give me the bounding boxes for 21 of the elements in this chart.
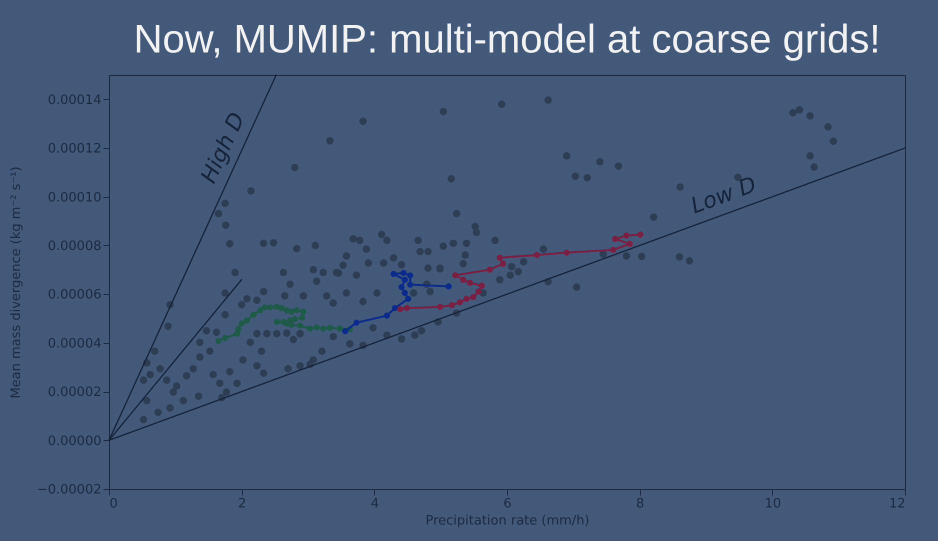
y-tick-label: 0.00004 (48, 336, 102, 352)
y-tick-label: 0.00006 (48, 288, 102, 303)
y-tick-label: 0.00000 (48, 434, 102, 449)
y-tick-label: 0.00012 (48, 142, 102, 157)
x-tick-label: 4 (370, 496, 379, 512)
y-tick-label: −0.00002 (36, 482, 102, 498)
y-tick-label: 0.00014 (48, 92, 102, 108)
chart-title: Now, MUMIP: multi-model at coarse grids! (134, 17, 880, 62)
x-tick-label: 10 (764, 496, 782, 512)
y-tick-label: 0.00010 (48, 190, 102, 206)
x-tick-label: 12 (888, 496, 906, 512)
y-tick-label: 0.00008 (48, 238, 102, 254)
text: High D (196, 109, 250, 188)
x-tick-label: 2 (238, 496, 246, 512)
x-axis-title: Precipitation rate (mm/h) (425, 514, 590, 528)
text: Low D (688, 172, 760, 220)
y-axis-title: Mean mass divergence (kg m⁻² s⁻¹) (8, 166, 24, 399)
y-tick-label: 0.00002 (48, 385, 102, 400)
x-tick-label: 8 (636, 496, 644, 512)
x-tick-label: 6 (503, 496, 512, 512)
x-tick-label: 0 (110, 496, 118, 512)
